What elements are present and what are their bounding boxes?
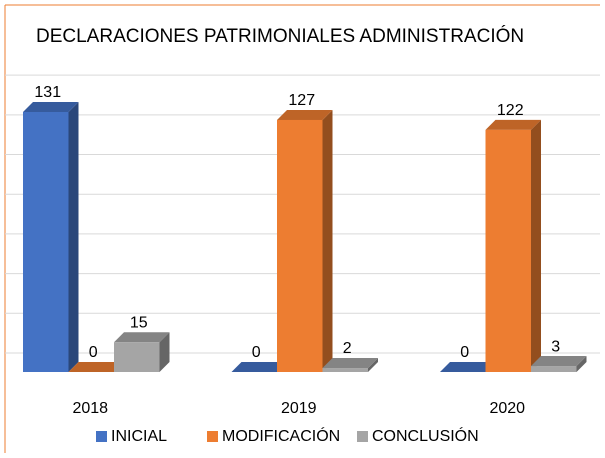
legend-swatch — [207, 431, 218, 442]
bar — [531, 366, 577, 372]
bar-top — [531, 356, 587, 367]
data-label: 3 — [551, 338, 560, 355]
bar-top — [322, 358, 378, 369]
x-tick-label: 2018 — [72, 400, 108, 417]
bar-top — [277, 109, 333, 120]
bar-top — [114, 332, 170, 343]
bar-side — [531, 119, 541, 372]
bar-top — [68, 362, 124, 372]
data-label: 0 — [89, 344, 98, 361]
bar-side — [322, 109, 333, 372]
bar-side — [159, 332, 170, 372]
data-label: 2 — [343, 340, 352, 357]
bar — [114, 342, 160, 372]
legend-label: MODIFICACIÓN — [222, 426, 340, 445]
data-label: 131 — [34, 84, 61, 101]
x-tick-label: 2019 — [281, 400, 317, 417]
bar-top — [23, 102, 79, 112]
bar-side — [576, 356, 587, 372]
bar — [485, 129, 531, 372]
bar — [277, 119, 323, 372]
bar-side — [368, 358, 378, 372]
data-label: 122 — [497, 102, 524, 119]
bar-top — [485, 119, 541, 130]
legend-label: CONCLUSIÓN — [372, 426, 479, 445]
data-label: 0 — [460, 344, 469, 361]
bar — [322, 368, 368, 372]
bar-top — [440, 362, 496, 372]
bar — [23, 112, 69, 372]
data-label: 127 — [288, 92, 315, 109]
chart-title: DECLARACIONES PATRIMONIALES ADMINISTRACI… — [36, 25, 524, 47]
data-label: 15 — [130, 314, 148, 331]
legend-swatch — [96, 431, 107, 442]
legend-swatch — [357, 431, 368, 442]
legend-label: INICIAL — [111, 428, 167, 445]
data-label: 0 — [252, 344, 261, 361]
bar-top — [231, 362, 287, 372]
x-tick-label: 2020 — [489, 400, 525, 417]
bar-side — [68, 102, 79, 372]
